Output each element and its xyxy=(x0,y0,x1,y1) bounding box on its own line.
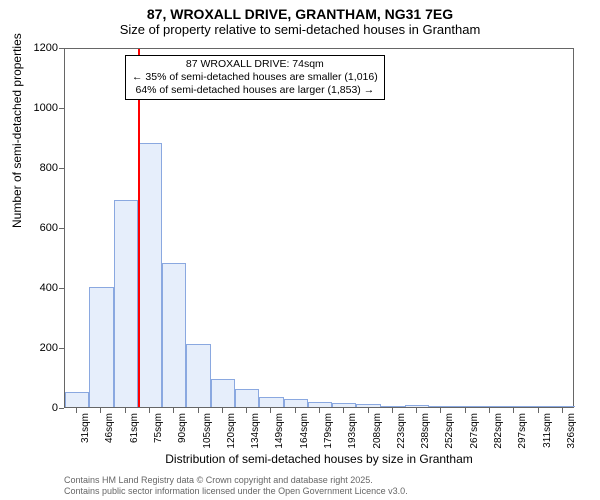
histogram-bar xyxy=(526,406,550,407)
histogram-bar xyxy=(259,397,283,408)
histogram-bar xyxy=(65,392,89,407)
histogram-bar xyxy=(454,406,478,407)
histogram-bar xyxy=(211,379,235,408)
x-tick-label: 134sqm xyxy=(250,413,261,449)
attribution-line-2: Contains public sector information licen… xyxy=(64,486,408,496)
histogram-bar xyxy=(381,406,405,408)
x-tick xyxy=(465,408,466,413)
x-tick xyxy=(513,408,514,413)
attribution-line-1: Contains HM Land Registry data © Crown c… xyxy=(64,475,408,485)
x-axis-label: Distribution of semi-detached houses by … xyxy=(64,452,574,466)
x-tick xyxy=(368,408,369,413)
y-axis: 020040060080010001200 xyxy=(0,48,64,408)
histogram-bar xyxy=(502,406,526,407)
y-tick-label: 600 xyxy=(40,222,58,234)
histogram-bar xyxy=(235,389,259,407)
x-tick-label: 238sqm xyxy=(420,413,431,449)
y-tick-label: 800 xyxy=(40,162,58,174)
chart-container: 87, WROXALL DRIVE, GRANTHAM, NG31 7EG Si… xyxy=(0,0,600,500)
x-tick xyxy=(222,408,223,413)
histogram-bar xyxy=(114,200,138,407)
x-tick-label: 164sqm xyxy=(299,413,310,449)
chart-title: 87, WROXALL DRIVE, GRANTHAM, NG31 7EG xyxy=(0,6,600,22)
annotation-line: 64% of semi-detached houses are larger (… xyxy=(132,84,378,97)
x-tick xyxy=(149,408,150,413)
x-tick-label: 223sqm xyxy=(396,413,407,449)
x-tick xyxy=(100,408,101,413)
x-tick-label: 252sqm xyxy=(444,413,455,449)
annotation-box: 87 WROXALL DRIVE: 74sqm← 35% of semi-det… xyxy=(125,55,385,100)
histogram-bar xyxy=(405,405,429,407)
title-block: 87, WROXALL DRIVE, GRANTHAM, NG31 7EG Si… xyxy=(0,0,600,37)
property-marker-line xyxy=(138,49,140,407)
x-tick xyxy=(319,408,320,413)
x-tick-label: 90sqm xyxy=(177,413,188,443)
y-tick-label: 1000 xyxy=(34,102,58,114)
histogram-bar xyxy=(89,287,113,407)
x-tick xyxy=(246,408,247,413)
histogram-bar xyxy=(478,406,502,407)
x-tick-label: 149sqm xyxy=(274,413,285,449)
histogram-bar xyxy=(429,406,453,407)
x-tick-label: 61sqm xyxy=(129,413,140,443)
x-tick xyxy=(392,408,393,413)
x-tick-label: 105sqm xyxy=(202,413,213,449)
x-tick-label: 282sqm xyxy=(493,413,504,449)
x-tick xyxy=(295,408,296,413)
y-tick-label: 400 xyxy=(40,282,58,294)
histogram-bar xyxy=(138,143,162,407)
x-tick-label: 326sqm xyxy=(566,413,577,449)
x-tick xyxy=(538,408,539,413)
x-tick xyxy=(343,408,344,413)
attribution-text: Contains HM Land Registry data © Crown c… xyxy=(64,475,408,496)
x-tick xyxy=(125,408,126,413)
x-tick-label: 267sqm xyxy=(469,413,480,449)
y-tick-label: 0 xyxy=(52,402,58,414)
x-tick-label: 311sqm xyxy=(542,413,553,448)
x-tick-label: 120sqm xyxy=(226,413,237,449)
y-tick-label: 1200 xyxy=(34,42,58,54)
x-tick xyxy=(270,408,271,413)
histogram-bar xyxy=(284,399,308,407)
histogram-bar xyxy=(551,406,575,407)
histogram-bar xyxy=(332,403,356,407)
x-tick xyxy=(76,408,77,413)
annotation-line: 87 WROXALL DRIVE: 74sqm xyxy=(132,58,378,71)
plot-area: 87 WROXALL DRIVE: 74sqm← 35% of semi-det… xyxy=(64,48,574,408)
x-tick xyxy=(562,408,563,413)
x-tick-label: 193sqm xyxy=(347,413,358,449)
x-tick-label: 179sqm xyxy=(323,413,334,449)
x-tick xyxy=(198,408,199,413)
x-tick-label: 208sqm xyxy=(372,413,383,449)
y-tick-label: 200 xyxy=(40,342,58,354)
histogram-bar xyxy=(186,344,210,407)
x-tick-label: 297sqm xyxy=(517,413,528,449)
histogram-bar xyxy=(308,402,332,407)
histogram-bar xyxy=(162,263,186,407)
x-tick-label: 75sqm xyxy=(153,413,164,443)
x-tick-label: 31sqm xyxy=(80,413,91,443)
x-tick xyxy=(489,408,490,413)
x-tick xyxy=(416,408,417,413)
chart-subtitle: Size of property relative to semi-detach… xyxy=(0,22,600,37)
x-tick xyxy=(173,408,174,413)
annotation-line: ← 35% of semi-detached houses are smalle… xyxy=(132,71,378,84)
histogram-bar xyxy=(356,404,380,407)
x-tick xyxy=(440,408,441,413)
x-tick-label: 46sqm xyxy=(104,413,115,443)
